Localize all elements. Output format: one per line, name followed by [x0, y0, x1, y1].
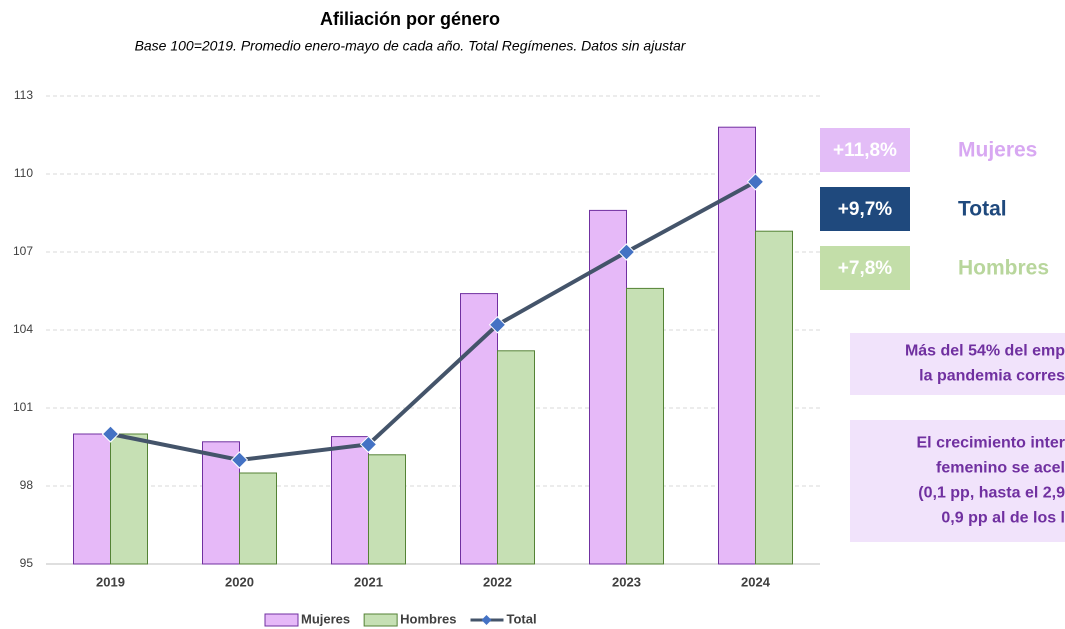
y-tick-label: 95	[20, 556, 34, 570]
legend-marker	[481, 615, 492, 625]
marker	[359, 435, 378, 454]
bar	[460, 293, 498, 565]
note-text: la pandemia corres	[919, 368, 1065, 385]
x-tick-label: 2019	[96, 574, 125, 589]
legend-label: Hombres	[400, 611, 456, 626]
marker	[617, 243, 636, 261]
marker	[488, 316, 507, 334]
bar	[110, 433, 148, 565]
annotation-value: +9,7%	[838, 199, 893, 220]
line	[110, 180, 757, 463]
y-tick-label: 98	[20, 478, 34, 492]
legend-swatch	[264, 613, 299, 627]
legend-swatch	[363, 613, 398, 627]
bar	[239, 472, 277, 565]
bar	[626, 287, 664, 565]
bar	[368, 454, 406, 565]
note-text: Más del 54% del emp	[905, 343, 1065, 360]
marker	[101, 425, 120, 443]
note-text: El crecimiento inter	[917, 435, 1065, 452]
y-tick-label: 107	[13, 244, 33, 258]
annotation-box	[820, 128, 910, 172]
legend-label: Mujeres	[301, 611, 350, 626]
note-text: 0,9 pp al de los l	[941, 510, 1065, 527]
note-text: (0,1 pp, hasta el 2,9	[918, 485, 1065, 502]
bar	[497, 350, 535, 565]
legend-label: Total	[507, 611, 537, 626]
note-text: femenino se acel	[936, 460, 1065, 477]
marker	[230, 451, 249, 469]
bar	[331, 436, 369, 565]
annotation-label: Total	[958, 198, 1007, 221]
note-box	[850, 333, 1065, 395]
y-tick-label: 101	[13, 400, 33, 414]
annotation-label: Mujeres	[958, 139, 1037, 162]
annotation-box	[820, 187, 910, 231]
x-tick-label: 2022	[483, 574, 512, 589]
y-tick-label: 113	[14, 88, 33, 102]
y-tick-label: 104	[13, 322, 33, 336]
marker	[746, 173, 765, 191]
chart-subtitle: Base 100=2019. Promedio enero-mayo de ca…	[135, 38, 687, 54]
x-tick-label: 2021	[354, 574, 383, 589]
annotation-label: Hombres	[958, 257, 1049, 280]
bar	[73, 433, 111, 565]
annotation-box	[820, 246, 910, 290]
annotation-value: +11,8%	[833, 140, 897, 161]
bar	[755, 230, 793, 565]
x-tick-label: 2023	[612, 574, 641, 589]
note-box	[850, 420, 1065, 542]
x-tick-label: 2024	[741, 574, 771, 589]
x-tick-label: 2020	[225, 574, 254, 589]
annotation-value: +7,8%	[838, 258, 893, 279]
chart-title: Afiliación por género	[320, 9, 500, 29]
y-tick-label: 110	[14, 166, 33, 180]
